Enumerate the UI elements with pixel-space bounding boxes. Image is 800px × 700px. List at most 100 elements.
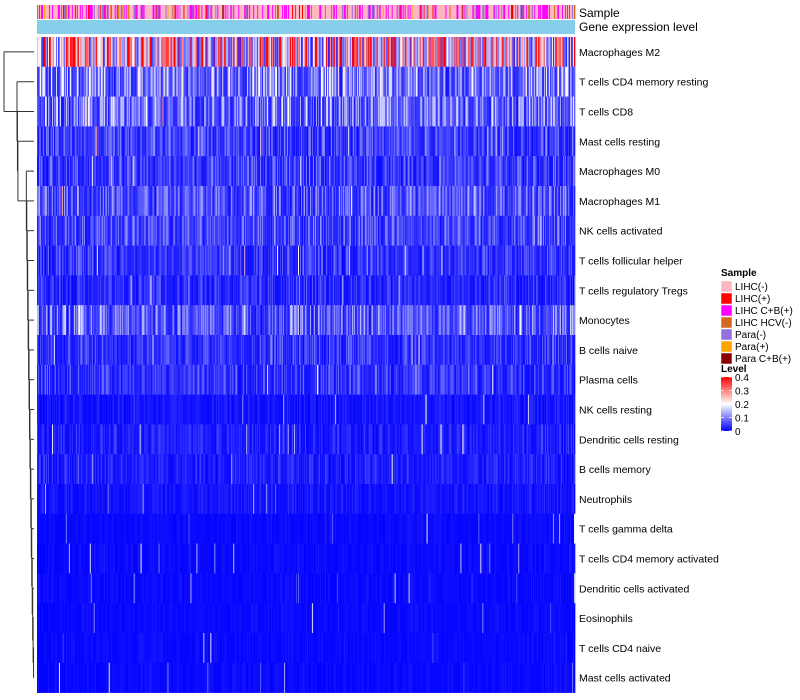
heatmap-cell: [422, 37, 424, 68]
heatmap-cell: [154, 96, 156, 127]
heatmap-cell: [59, 96, 62, 127]
heatmap-cell: [184, 156, 186, 187]
heatmap-cell: [536, 126, 538, 157]
heatmap-cell: [492, 96, 494, 127]
heatmap-cell: [498, 96, 500, 127]
sample-annotation-cell: [200, 5, 202, 19]
heatmap-cell: [529, 126, 531, 157]
heatmap-cell: [166, 156, 168, 187]
sample-annotation-cell: [570, 5, 572, 19]
heatmap-cell: [242, 156, 244, 187]
heatmap-cell: [398, 96, 401, 127]
heatmap-cell: [395, 96, 398, 127]
heatmap-cell: [560, 66, 562, 97]
heatmap-cell: [389, 66, 392, 97]
sample-annotation-cell: [458, 5, 460, 19]
heatmap-cell: [408, 37, 410, 68]
heatmap-cell: [103, 96, 106, 127]
heatmap-cell: [244, 126, 246, 157]
heatmap-cell: [466, 37, 468, 68]
sample-annotation-cell: [327, 5, 330, 19]
heatmap-cell: [461, 37, 463, 68]
heatmap-cell: [352, 37, 355, 68]
heatmap-cell: [225, 126, 227, 157]
heatmap-cell: [503, 96, 505, 127]
heatmap-cell: [187, 156, 189, 187]
gene-expression-annotation-track: [37, 20, 575, 34]
heatmap-cell: [363, 126, 366, 157]
heatmap-cell: [149, 156, 151, 187]
heatmap-cell: [415, 66, 417, 97]
heatmap-cell: [548, 126, 550, 157]
heatmap-cell: [497, 96, 499, 127]
heatmap-cell: [218, 37, 220, 68]
heatmap-cell: [239, 126, 241, 157]
heatmap-cell: [320, 96, 323, 127]
heatmap-cell: [76, 96, 79, 127]
heatmap-cell: [552, 37, 554, 68]
sample-annotation-cell: [418, 5, 420, 19]
heatmap-cell: [68, 37, 71, 68]
heatmap-cell: [190, 66, 192, 97]
heatmap-cell: [289, 37, 291, 68]
heatmap-cell: [384, 37, 387, 68]
heatmap-cell: [175, 66, 177, 97]
heatmap-cell: [376, 96, 379, 127]
sample-annotation-cell: [400, 5, 402, 19]
heatmap-cell: [476, 66, 478, 97]
sample-annotation-cell: [196, 5, 198, 19]
sample-annotation-cell: [276, 5, 278, 19]
heatmap-cell: [420, 126, 422, 157]
sample-annotation-cell: [427, 5, 429, 19]
heatmap-cell: [154, 66, 156, 97]
heatmap-cell: [277, 96, 279, 127]
heatmap-cell: [103, 126, 106, 157]
heatmap-cell: [113, 156, 116, 187]
heatmap-cell: [115, 126, 118, 157]
heatmap-cell: [69, 66, 72, 97]
heatmap-cell: [215, 156, 217, 187]
heatmap-cell: [262, 66, 264, 97]
heatmap-cell: [253, 96, 255, 127]
heatmap-cell: [153, 96, 155, 127]
heatmap-cell: [68, 126, 71, 157]
heatmap-cell: [154, 126, 156, 157]
heatmap-cell: [286, 126, 288, 157]
heatmap-cell: [341, 96, 344, 127]
heatmap-cell: [54, 37, 57, 68]
heatmap-cell: [416, 96, 418, 127]
heatmap-cell: [207, 156, 209, 187]
heatmap-cell: [564, 126, 566, 157]
sample-annotation-cell: [75, 5, 78, 19]
sample-annotation-cell: [416, 5, 418, 19]
heatmap-cell: [460, 37, 462, 68]
heatmap-cell: [406, 126, 408, 157]
heatmap-cell: [348, 126, 351, 157]
heatmap-cell: [500, 37, 502, 68]
heatmap-cell: [51, 126, 54, 157]
heatmap-cell: [442, 96, 444, 127]
sample-annotation-cell: [550, 5, 552, 19]
heatmap-cell: [109, 66, 112, 97]
heatmap-cell: [413, 37, 415, 68]
heatmap-cell: [256, 66, 258, 97]
heatmap-cell: [123, 96, 126, 127]
sample-annotation-cell: [445, 5, 447, 19]
heatmap-cell: [172, 126, 174, 157]
heatmap-cell: [309, 37, 312, 68]
heatmap-cell: [73, 156, 76, 187]
heatmap-cell: [343, 37, 346, 68]
heatmap-cell: [396, 126, 399, 157]
heatmap-cell: [246, 126, 248, 157]
heatmap-cell: [78, 37, 81, 68]
heatmap-cell: [55, 96, 58, 127]
heatmap-cell: [528, 66, 530, 97]
heatmap-cell: [446, 96, 448, 127]
heatmap-cell: [325, 126, 328, 157]
heatmap-cell: [194, 156, 196, 187]
heatmap-cell: [85, 66, 88, 97]
sample-annotation-cell: [337, 5, 340, 19]
heatmap-cell: [159, 96, 161, 127]
heatmap-cell: [99, 156, 102, 187]
heatmap-cell: [333, 126, 336, 157]
